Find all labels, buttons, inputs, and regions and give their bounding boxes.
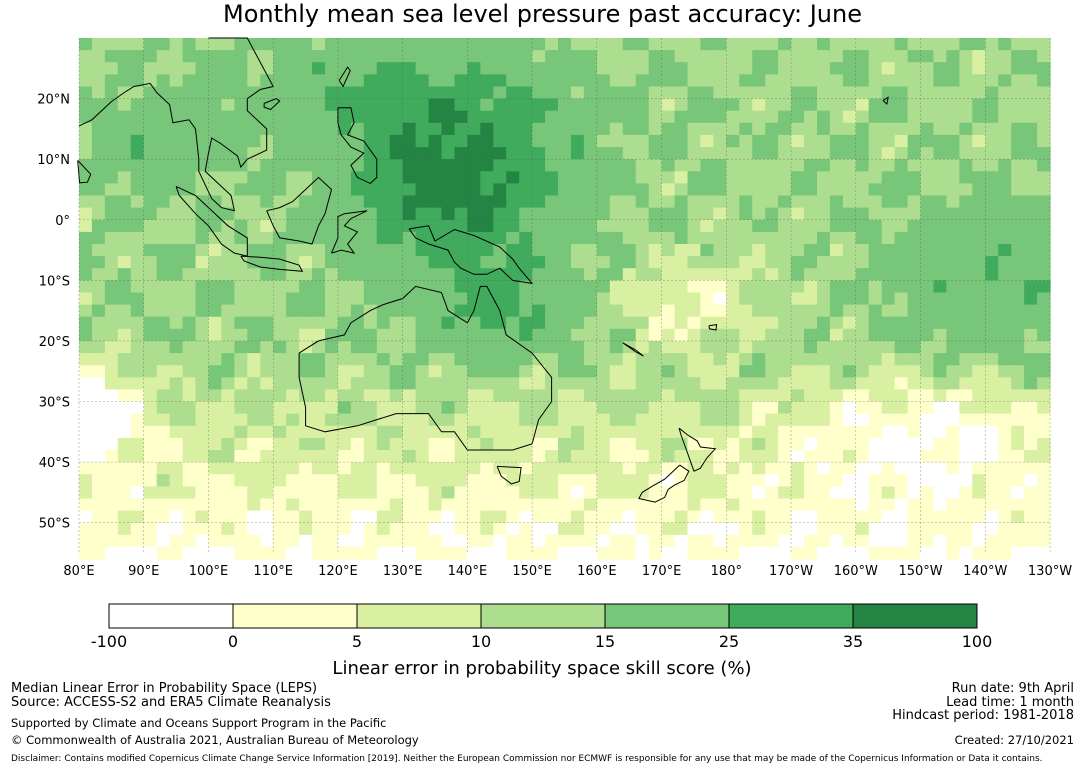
lat-tick-label: 10°S [39,274,70,289]
lat-tick-label: 30°S [39,396,70,411]
footer-source: Source: ACCESS-S2 and ERA5 Climate Reana… [11,695,331,710]
borneo-coast [266,176,333,245]
lon-tick-label: 170°E [642,564,682,579]
taiwan-coast [338,66,351,88]
lon-tick-label: 180° [711,564,742,579]
tasmania-coast [496,465,522,485]
colorbar-tick-label: 35 [843,632,863,651]
lon-tick-label: 150°W [898,564,942,579]
gridlines [78,38,1051,553]
lon-tick-label: 160°E [577,564,617,579]
colorbar-title: Linear error in probability space skill … [332,658,751,679]
footer-copyright: © Commonwealth of Australia 2021, Austra… [11,733,419,747]
colorbar-tick-label: 100 [962,632,993,651]
map-title: Monthly mean sea level pressure past acc… [222,0,862,28]
colorbar-segment [604,603,730,629]
created-date: Created: 27/10/2021 [954,733,1074,747]
mainland-coast [78,37,274,212]
colorbar-tick-label: 15 [595,632,615,651]
new-zealand-south [638,464,690,503]
lon-tick-label: 110°E [253,564,293,579]
colorbar-tick-label: 25 [719,632,739,651]
lead-time: Lead time: 1 month [946,695,1074,710]
skill-map: 80°E 90°E 100°E 110°E 120°E 130°E 140°E 150°E 16… [37,37,1072,679]
lat-tick-label: 20°N [37,93,70,108]
hawaii-coast [882,96,889,105]
colorbar-segment [480,603,606,629]
sulawesi-coast [331,210,368,254]
lon-tick-label: 150°E [512,564,552,579]
new-caledonia-coast [622,342,644,357]
lat-tick-label: 0° [55,214,70,229]
hainan-coast [263,98,281,111]
colorbar: -100 0 5 10 15 25 35 100 Linear error in probabi… [91,603,993,679]
new-zealand-north [678,427,717,472]
lon-tick-label: 170°W [769,564,813,579]
colorbar-tick-label: 10 [471,632,491,651]
philippines-coast [337,107,378,184]
australia-coast [298,285,553,451]
footer-leps: Median Linear Error in Probability Space… [11,681,318,696]
hindcast-period: Hindcast period: 1981-2018 [892,708,1074,723]
lon-tick-label: 160°W [834,564,878,579]
lat-tick-label: 40°S [39,456,70,471]
lon-tick-label: 100°E [189,564,229,579]
coastlines [77,37,889,503]
sumatra-coast [175,185,248,257]
lon-tick-label: 130°W [1028,564,1072,579]
lon-tick-label: 120°E [318,564,358,579]
disclaimer: Disclaimer: Contains modified Copernicus… [11,754,1043,764]
colorbar-tick-label: -100 [91,632,127,651]
colorbar-segment [852,603,978,629]
colorbar-segment [108,603,234,629]
axis-ticks: 80°E 90°E 100°E 110°E 120°E 130°E 140°E 150°E 16… [37,93,1072,579]
lat-tick-label: 10°N [37,153,70,168]
colorbar-segment [232,603,358,629]
colorbar-tick-label: 0 [228,632,238,651]
footer-support: Supported by Climate and Oceans Support … [11,716,387,730]
lon-tick-label: 90°E [128,564,159,579]
java-coast [240,255,304,272]
colorbar-tick-label: 5 [352,632,362,651]
lon-tick-label: 80°E [63,564,94,579]
skill-field [79,38,1051,560]
lat-tick-label: 20°S [39,335,70,350]
fiji-coast [708,324,718,331]
colorbar-segment [728,603,854,629]
colorbar-segment [356,603,482,629]
run-date: Run date: 9th April [951,681,1074,696]
lon-tick-label: 140°E [448,564,488,579]
lon-tick-label: 140°W [963,564,1007,579]
lon-tick-label: 130°E [383,564,423,579]
lat-tick-label: 50°S [39,517,70,532]
